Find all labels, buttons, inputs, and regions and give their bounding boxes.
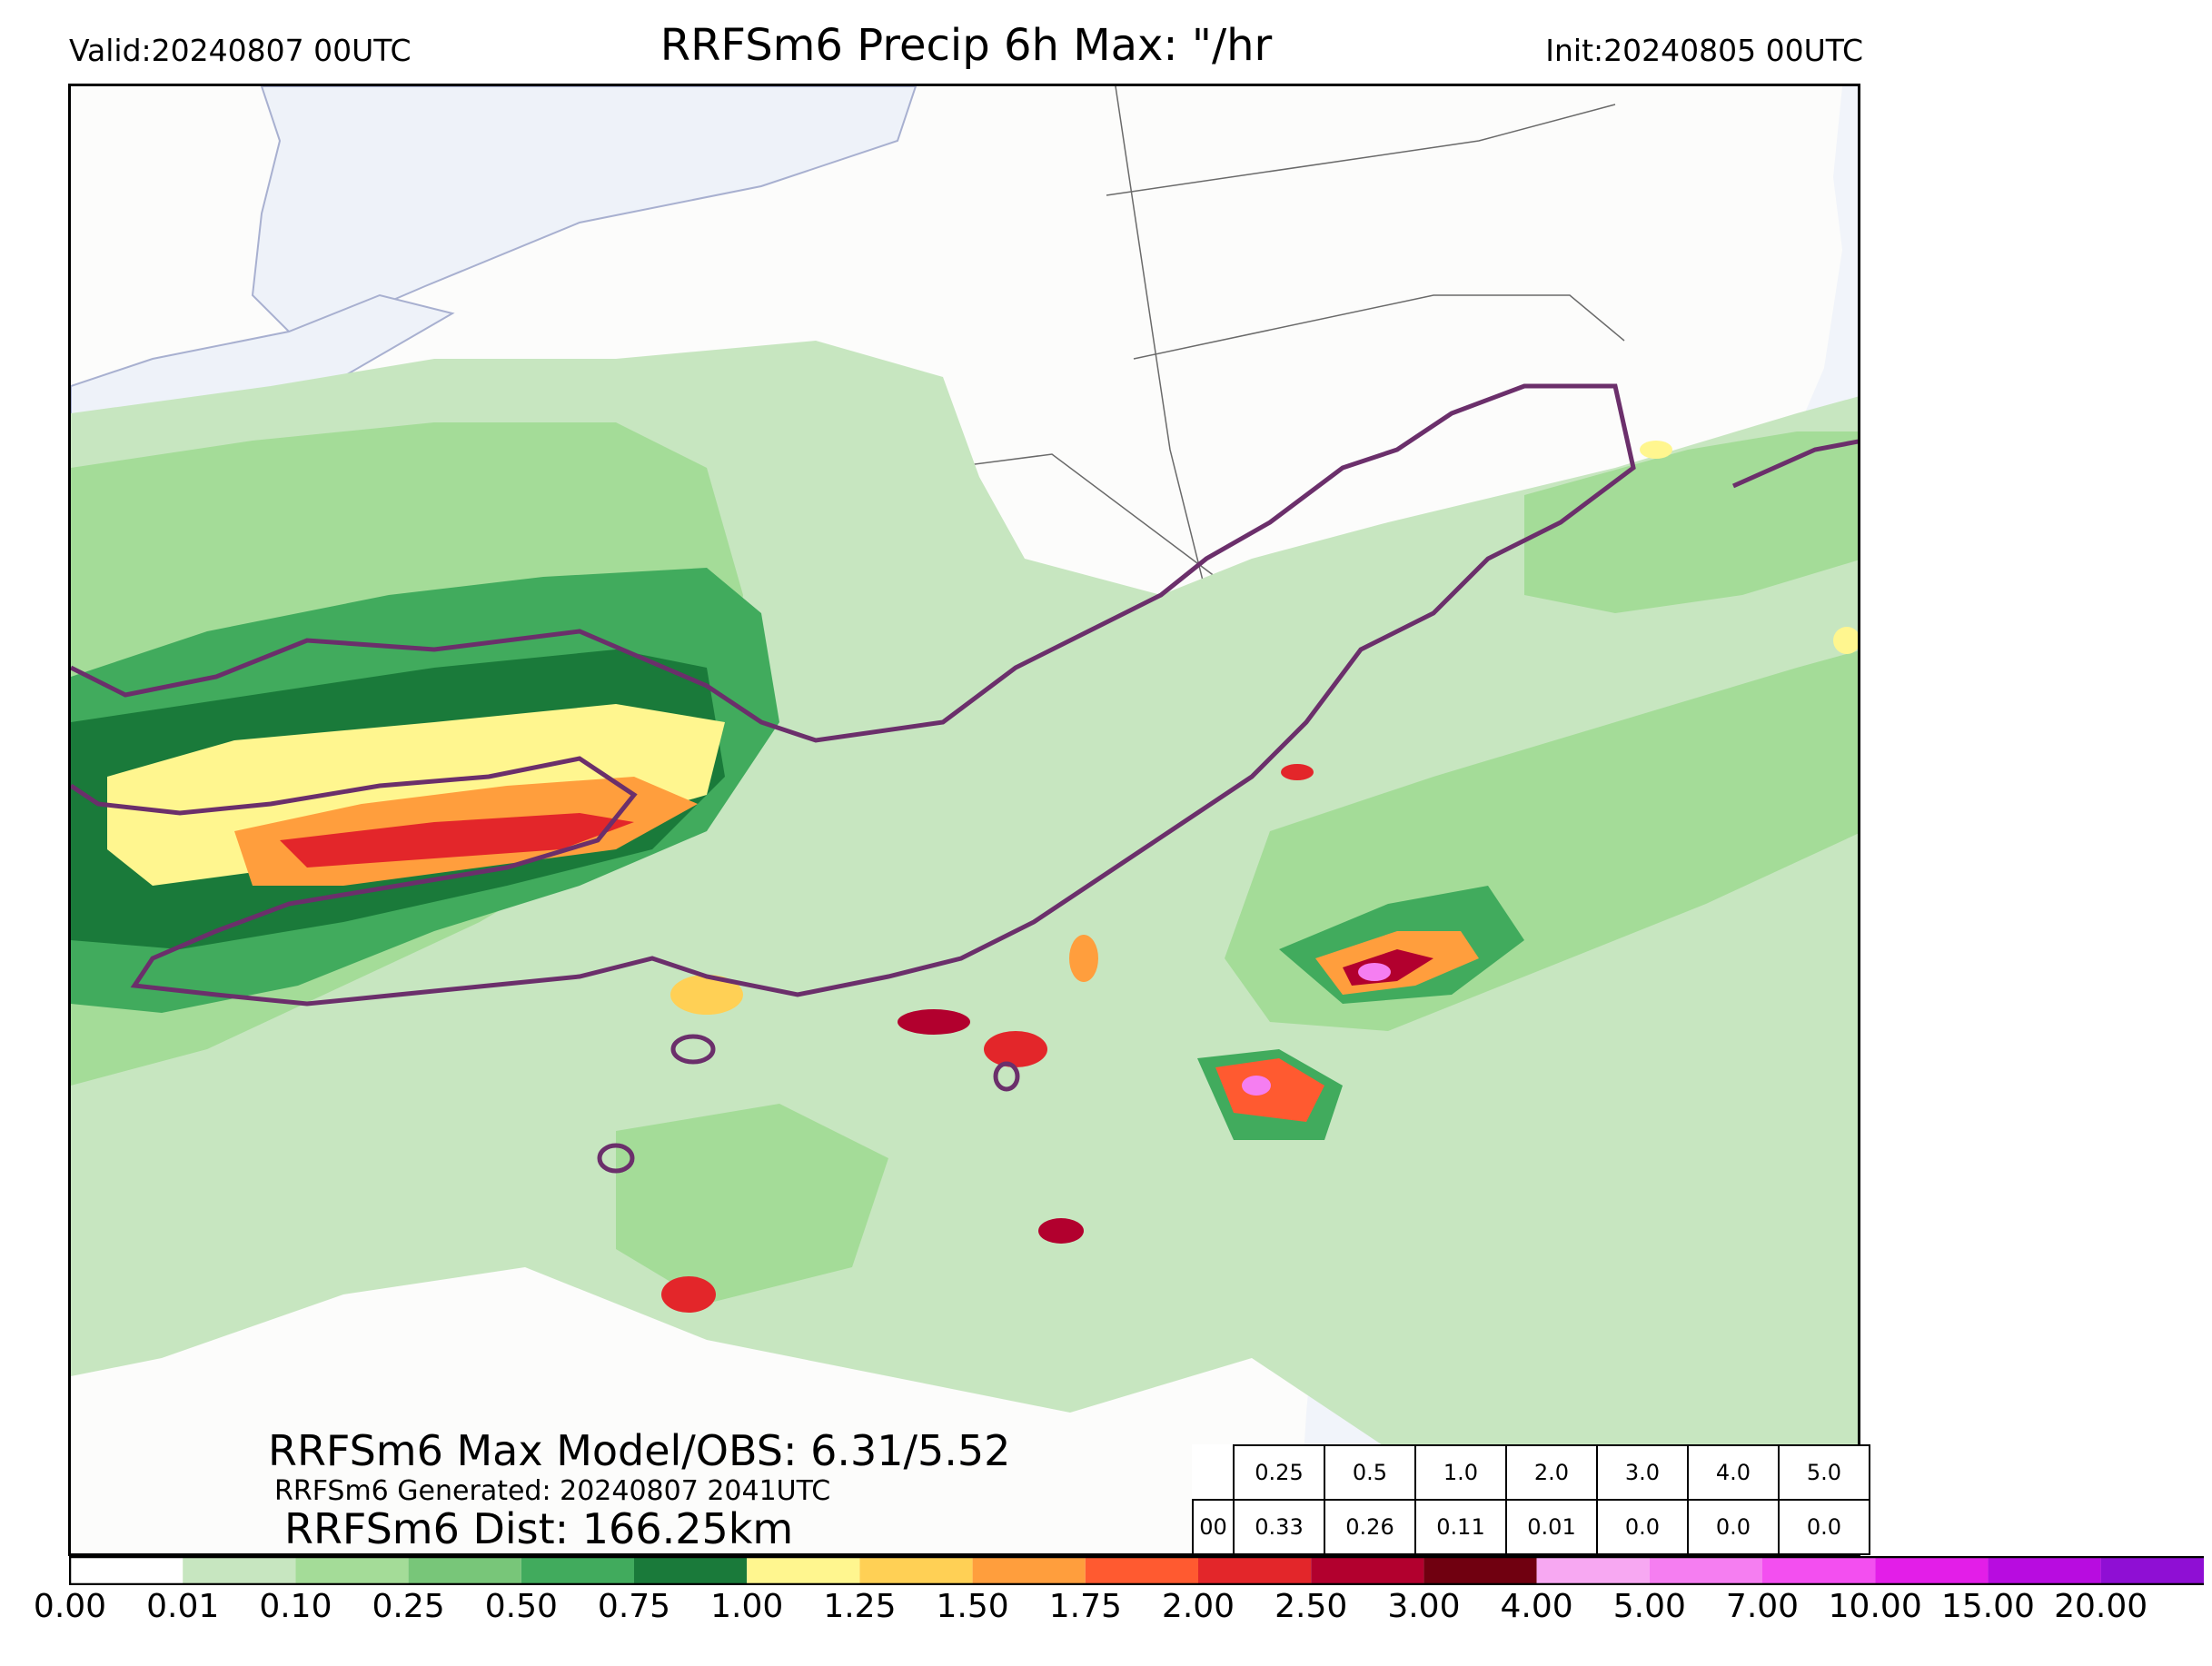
- colorbar-segment: [1536, 1557, 1650, 1584]
- colorbar-tick-label: 0.50: [484, 1588, 558, 1625]
- threshold-cell: 0.5: [1324, 1444, 1416, 1501]
- colorbar-segment: [2100, 1557, 2204, 1584]
- threshold-cell: 3.0: [1596, 1444, 1689, 1501]
- colorbar-tick-label: 7.00: [1725, 1588, 1800, 1625]
- colorbar-segment: [70, 1557, 184, 1584]
- colorbar-tick-label: 0.10: [259, 1588, 332, 1625]
- colorbar-tick-label: 15.00: [1940, 1588, 2035, 1625]
- colorbar-tick-label: 1.00: [710, 1588, 784, 1625]
- colorbar-tick-label: 0.25: [372, 1588, 445, 1625]
- colorbar-segment: [183, 1557, 296, 1584]
- colorbar-segment: [408, 1557, 521, 1584]
- score-cell: 0.11: [1414, 1499, 1507, 1555]
- colorbar-segment: [295, 1557, 409, 1584]
- init-time: Init:20240805 00UTC: [1545, 33, 1863, 68]
- map-panel: [68, 84, 1860, 1556]
- colorbar-segment: [521, 1557, 634, 1584]
- colorbar-segment: [1198, 1557, 1312, 1584]
- score-cell: 0.26: [1324, 1499, 1416, 1555]
- colorbar-segment: [1085, 1557, 1198, 1584]
- obs-contours: [71, 383, 1858, 1174]
- threshold-cell: 4.0: [1687, 1444, 1780, 1501]
- precip-map: [71, 86, 1858, 1553]
- colorbar-segment: [972, 1557, 1086, 1584]
- colorbar-tick-label: 3.00: [1387, 1588, 1461, 1625]
- score-cell: 0.0: [1596, 1499, 1689, 1555]
- score-cell: 0.0: [1778, 1499, 1870, 1555]
- score-cell: 0.0: [1687, 1499, 1780, 1555]
- score-cell: 0.01: [1505, 1499, 1598, 1555]
- colorbar-tick-label: 20.00: [2054, 1588, 2148, 1625]
- colorbar-segment: [634, 1557, 748, 1584]
- colorbar-tick-label: 1.50: [936, 1588, 1009, 1625]
- threshold-cell: 2.0: [1505, 1444, 1598, 1501]
- stat-generated: RRFSm6 Generated: 20240807 2041UTC: [274, 1475, 831, 1507]
- stat-distance: RRFSm6 Dist: 166.25km: [284, 1504, 794, 1553]
- colorbar: [69, 1556, 2204, 1585]
- colorbar-segment: [1875, 1557, 1989, 1584]
- colorbar-tick-label: 0.01: [146, 1588, 220, 1625]
- score-table-corner: [1193, 1445, 1235, 1501]
- threshold-cell: 1.0: [1414, 1444, 1507, 1501]
- score-table-score-row: 00 0.33 0.26 0.11 0.01 0.0 0.0 0.0: [1192, 1499, 1870, 1555]
- colorbar-segment: [859, 1557, 973, 1584]
- colorbar-tick-label: 2.50: [1275, 1588, 1348, 1625]
- chart-title: RRFSm6 Precip 6h Max: "/hr: [660, 20, 1273, 71]
- threshold-cell: 5.0: [1778, 1444, 1870, 1501]
- colorbar-tick-labels: 0.00 0.01 0.10 0.25 0.50 0.75 1.00 1.25 1.50 1.75…: [0, 1588, 2212, 1642]
- colorbar-segment: [747, 1557, 860, 1584]
- lake-ontario: [251, 86, 918, 342]
- stat-max-model-obs: RRFSm6 Max Model/OBS: 6.31/5.52: [268, 1426, 1011, 1475]
- colorbar-tick-label: 0.00: [33, 1588, 107, 1625]
- colorbar-segment: [1988, 1557, 2101, 1584]
- colorbar-tick-label: 5.00: [1612, 1588, 1686, 1625]
- score-table: 0.25 0.5 1.0 2.0 3.0 4.0 5.0 00 0.33 0.2…: [1192, 1444, 1870, 1555]
- colorbar-outline: [69, 1556, 2204, 1585]
- colorbar-tick-label: 2.00: [1161, 1588, 1235, 1625]
- score-cell: 0.33: [1233, 1499, 1325, 1555]
- threshold-cell: 0.25: [1233, 1444, 1325, 1501]
- colorbar-segment: [1423, 1557, 1537, 1584]
- colorbar-segment: [1762, 1557, 1876, 1584]
- colorbar-tick-label: 10.00: [1828, 1588, 1922, 1625]
- colorbar-tick-label: 1.25: [823, 1588, 897, 1625]
- colorbar-tick-label: 0.75: [597, 1588, 671, 1625]
- precip-heavy: [107, 441, 1858, 1313]
- valid-time: Valid:20240807 00UTC: [69, 33, 412, 68]
- score-table-threshold-row: 0.25 0.5 1.0 2.0 3.0 4.0 5.0: [1193, 1444, 1870, 1501]
- colorbar-tick-label: 1.75: [1048, 1588, 1122, 1625]
- colorbar-segment: [1649, 1557, 1762, 1584]
- colorbar-segment: [1311, 1557, 1424, 1584]
- score-row-label: 00: [1192, 1499, 1235, 1555]
- colorbar-tick-label: 4.00: [1500, 1588, 1573, 1625]
